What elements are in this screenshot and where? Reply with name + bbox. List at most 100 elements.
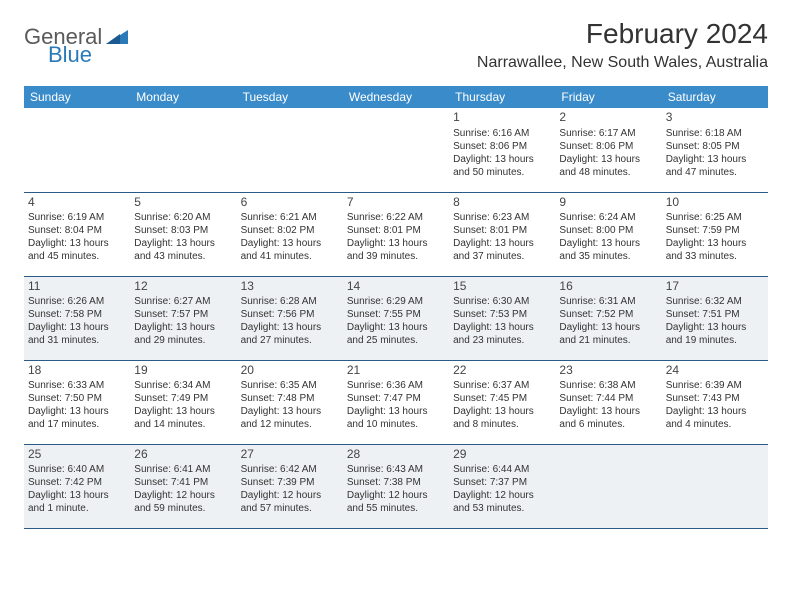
calendar-day-cell	[237, 108, 343, 192]
daylight-text: Daylight: 12 hours	[453, 489, 551, 502]
calendar-day-cell: 16Sunrise: 6:31 AMSunset: 7:52 PMDayligh…	[555, 276, 661, 360]
daylight-text: Daylight: 13 hours	[241, 321, 339, 334]
day-header: Thursday	[449, 86, 555, 108]
sunset-text: Sunset: 7:58 PM	[28, 308, 126, 321]
day-number: 8	[453, 195, 551, 211]
day-number: 20	[241, 363, 339, 379]
sunrise-text: Sunrise: 6:28 AM	[241, 295, 339, 308]
day-number: 6	[241, 195, 339, 211]
calendar-day-cell	[555, 444, 661, 528]
sunrise-text: Sunrise: 6:36 AM	[347, 379, 445, 392]
day-header: Tuesday	[237, 86, 343, 108]
sunset-text: Sunset: 7:55 PM	[347, 308, 445, 321]
sunset-text: Sunset: 7:47 PM	[347, 392, 445, 405]
daylight-text: and 45 minutes.	[28, 250, 126, 263]
calendar-day-cell: 10Sunrise: 6:25 AMSunset: 7:59 PMDayligh…	[662, 192, 768, 276]
sunrise-text: Sunrise: 6:39 AM	[666, 379, 764, 392]
sunrise-text: Sunrise: 6:43 AM	[347, 463, 445, 476]
day-number: 15	[453, 279, 551, 295]
daylight-text: Daylight: 13 hours	[666, 237, 764, 250]
daylight-text: Daylight: 13 hours	[559, 321, 657, 334]
title-block: February 2024 Narrawallee, New South Wal…	[477, 18, 768, 72]
calendar-week-row: 11Sunrise: 6:26 AMSunset: 7:58 PMDayligh…	[24, 276, 768, 360]
calendar-day-cell: 9Sunrise: 6:24 AMSunset: 8:00 PMDaylight…	[555, 192, 661, 276]
daylight-text: and 47 minutes.	[666, 166, 764, 179]
calendar-day-cell: 2Sunrise: 6:17 AMSunset: 8:06 PMDaylight…	[555, 108, 661, 192]
logo-triangle-icon	[106, 28, 128, 44]
daylight-text: and 8 minutes.	[453, 418, 551, 431]
daylight-text: Daylight: 13 hours	[559, 153, 657, 166]
daylight-text: and 19 minutes.	[666, 334, 764, 347]
daylight-text: and 31 minutes.	[28, 334, 126, 347]
sunrise-text: Sunrise: 6:25 AM	[666, 211, 764, 224]
calendar-week-row: 1Sunrise: 6:16 AMSunset: 8:06 PMDaylight…	[24, 108, 768, 192]
sunset-text: Sunset: 8:02 PM	[241, 224, 339, 237]
sunrise-text: Sunrise: 6:40 AM	[28, 463, 126, 476]
calendar-day-cell: 26Sunrise: 6:41 AMSunset: 7:41 PMDayligh…	[130, 444, 236, 528]
calendar-day-cell: 22Sunrise: 6:37 AMSunset: 7:45 PMDayligh…	[449, 360, 555, 444]
sunrise-text: Sunrise: 6:27 AM	[134, 295, 232, 308]
calendar-day-cell: 4Sunrise: 6:19 AMSunset: 8:04 PMDaylight…	[24, 192, 130, 276]
sunrise-text: Sunrise: 6:22 AM	[347, 211, 445, 224]
day-number: 18	[28, 363, 126, 379]
sunset-text: Sunset: 8:06 PM	[453, 140, 551, 153]
location-text: Narrawallee, New South Wales, Australia	[477, 54, 768, 72]
day-number: 19	[134, 363, 232, 379]
sunrise-text: Sunrise: 6:32 AM	[666, 295, 764, 308]
daylight-text: and 12 minutes.	[241, 418, 339, 431]
day-number: 25	[28, 447, 126, 463]
day-number: 12	[134, 279, 232, 295]
daylight-text: Daylight: 13 hours	[28, 489, 126, 502]
sunset-text: Sunset: 7:48 PM	[241, 392, 339, 405]
daylight-text: Daylight: 13 hours	[347, 405, 445, 418]
daylight-text: and 50 minutes.	[453, 166, 551, 179]
day-number: 7	[347, 195, 445, 211]
daylight-text: Daylight: 13 hours	[28, 405, 126, 418]
calendar-day-cell: 12Sunrise: 6:27 AMSunset: 7:57 PMDayligh…	[130, 276, 236, 360]
daylight-text: Daylight: 12 hours	[134, 489, 232, 502]
daylight-text: and 55 minutes.	[347, 502, 445, 515]
daylight-text: and 53 minutes.	[453, 502, 551, 515]
calendar-day-cell: 17Sunrise: 6:32 AMSunset: 7:51 PMDayligh…	[662, 276, 768, 360]
day-number: 14	[347, 279, 445, 295]
sunset-text: Sunset: 7:52 PM	[559, 308, 657, 321]
sunset-text: Sunset: 8:00 PM	[559, 224, 657, 237]
sunrise-text: Sunrise: 6:42 AM	[241, 463, 339, 476]
sunrise-text: Sunrise: 6:21 AM	[241, 211, 339, 224]
calendar-day-cell: 28Sunrise: 6:43 AMSunset: 7:38 PMDayligh…	[343, 444, 449, 528]
daylight-text: Daylight: 13 hours	[453, 321, 551, 334]
day-number: 10	[666, 195, 764, 211]
sunset-text: Sunset: 8:04 PM	[28, 224, 126, 237]
sunrise-text: Sunrise: 6:16 AM	[453, 127, 551, 140]
daylight-text: Daylight: 13 hours	[28, 321, 126, 334]
sunrise-text: Sunrise: 6:37 AM	[453, 379, 551, 392]
month-title: February 2024	[477, 18, 768, 50]
calendar-day-cell: 27Sunrise: 6:42 AMSunset: 7:39 PMDayligh…	[237, 444, 343, 528]
day-number: 29	[453, 447, 551, 463]
sunset-text: Sunset: 7:59 PM	[666, 224, 764, 237]
daylight-text: and 6 minutes.	[559, 418, 657, 431]
sunrise-text: Sunrise: 6:38 AM	[559, 379, 657, 392]
calendar-day-cell: 14Sunrise: 6:29 AMSunset: 7:55 PMDayligh…	[343, 276, 449, 360]
day-number: 21	[347, 363, 445, 379]
daylight-text: and 14 minutes.	[134, 418, 232, 431]
day-number: 5	[134, 195, 232, 211]
sunrise-text: Sunrise: 6:18 AM	[666, 127, 764, 140]
day-number: 16	[559, 279, 657, 295]
sunrise-text: Sunrise: 6:23 AM	[453, 211, 551, 224]
sunrise-text: Sunrise: 6:29 AM	[347, 295, 445, 308]
day-header: Wednesday	[343, 86, 449, 108]
sunrise-text: Sunrise: 6:41 AM	[134, 463, 232, 476]
daylight-text: and 23 minutes.	[453, 334, 551, 347]
day-number: 22	[453, 363, 551, 379]
daylight-text: Daylight: 12 hours	[241, 489, 339, 502]
daylight-text: and 43 minutes.	[134, 250, 232, 263]
day-number: 13	[241, 279, 339, 295]
daylight-text: and 1 minute.	[28, 502, 126, 515]
sunrise-text: Sunrise: 6:30 AM	[453, 295, 551, 308]
calendar-day-cell: 13Sunrise: 6:28 AMSunset: 7:56 PMDayligh…	[237, 276, 343, 360]
calendar-day-cell: 25Sunrise: 6:40 AMSunset: 7:42 PMDayligh…	[24, 444, 130, 528]
sunrise-text: Sunrise: 6:26 AM	[28, 295, 126, 308]
sunrise-text: Sunrise: 6:17 AM	[559, 127, 657, 140]
sunset-text: Sunset: 7:43 PM	[666, 392, 764, 405]
